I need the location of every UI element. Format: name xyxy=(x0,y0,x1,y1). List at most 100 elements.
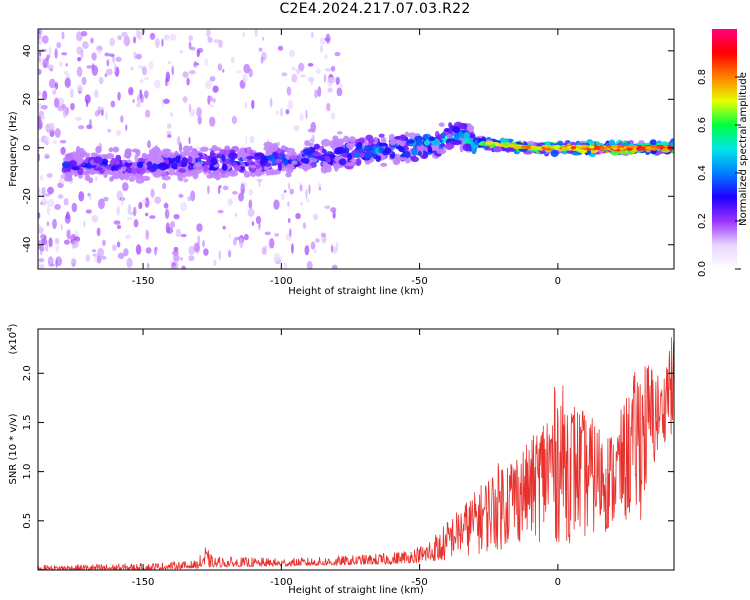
spectral-blob xyxy=(115,154,122,162)
spectral-blob xyxy=(78,191,85,202)
spectral-blob xyxy=(182,71,189,78)
spectral-blob xyxy=(269,98,273,108)
spectral-blob xyxy=(224,145,231,151)
y-tick-label: 40 xyxy=(22,44,33,57)
spectral-blob xyxy=(38,115,42,123)
spectral-blob xyxy=(389,138,397,146)
spectral-blob xyxy=(138,202,143,210)
spectral-blob xyxy=(304,140,311,147)
spectral-blob xyxy=(238,192,244,202)
spectral-blob xyxy=(108,147,114,153)
spectral-blob xyxy=(238,237,244,249)
spectral-blob xyxy=(211,144,218,152)
spectral-blob xyxy=(109,37,115,47)
spectral-blob xyxy=(135,244,142,255)
spectral-blob xyxy=(144,76,149,81)
spectral-blob xyxy=(209,75,216,82)
spectral-blob xyxy=(428,136,436,141)
spectral-blob xyxy=(235,165,241,171)
spectral-blob xyxy=(43,135,50,144)
y-tick-label: 1.5 xyxy=(22,414,33,430)
spectral-blob xyxy=(121,166,127,172)
spectral-blob xyxy=(116,207,119,214)
spectral-blob xyxy=(203,164,208,172)
spectral-blob xyxy=(98,76,104,85)
spectral-blob xyxy=(463,131,471,140)
spectral-blob xyxy=(59,140,67,144)
spectral-blob xyxy=(193,242,200,253)
spectral-blob xyxy=(438,122,445,127)
spectral-blob xyxy=(55,243,60,253)
spectral-blob xyxy=(307,128,313,133)
spectral-blob xyxy=(144,109,151,118)
spectral-blob xyxy=(41,115,45,121)
spectral-blob xyxy=(299,112,304,122)
spectral-blob xyxy=(321,148,327,154)
spectral-blob xyxy=(112,170,117,178)
spectrogram-marks xyxy=(38,29,674,269)
spectral-blob xyxy=(523,150,533,155)
spectral-blob xyxy=(53,97,60,108)
spectral-blob xyxy=(105,111,108,121)
spectral-blob xyxy=(136,29,140,39)
spectral-blob xyxy=(167,61,172,65)
spectral-blob xyxy=(264,165,270,171)
spectral-blob xyxy=(335,76,340,86)
spectral-ridge-blob xyxy=(531,146,538,150)
spectrogram-y-ticks: -40 -20 0 20 40 xyxy=(22,44,674,253)
spectral-blob xyxy=(317,86,322,98)
spectral-blob xyxy=(401,156,408,161)
spectral-ridge-blob xyxy=(545,147,552,151)
spectral-blob xyxy=(172,250,179,256)
spectral-blob xyxy=(399,134,407,141)
spectral-blob xyxy=(109,53,115,57)
spectral-blob xyxy=(154,247,157,256)
spectral-blob xyxy=(320,44,323,53)
spectral-blob xyxy=(207,36,213,43)
x-tick-label: 0 xyxy=(555,276,561,287)
spectral-blob xyxy=(105,153,115,160)
spectral-ridge-blob xyxy=(580,144,589,149)
spectral-blob xyxy=(188,136,191,145)
spectral-ridge-blob xyxy=(605,145,612,149)
spectral-blob xyxy=(217,210,224,214)
spectral-blob xyxy=(102,239,106,247)
spectral-blob xyxy=(336,131,343,135)
spectral-blob xyxy=(280,192,285,201)
spectral-blob xyxy=(378,133,385,138)
spectral-ridge-blob xyxy=(650,147,658,151)
spectral-blob xyxy=(132,206,137,217)
spectral-blob xyxy=(74,152,81,160)
spectral-blob xyxy=(324,37,330,42)
spectral-blob xyxy=(38,187,41,198)
spectral-blob xyxy=(77,125,85,130)
spectral-blob xyxy=(136,149,141,157)
spectral-blob xyxy=(47,122,55,132)
spectral-blob xyxy=(106,59,110,67)
spectral-blob xyxy=(247,208,255,217)
spectral-blob xyxy=(136,166,144,171)
spectral-blob xyxy=(102,196,109,202)
spectral-blob xyxy=(317,182,322,189)
spectral-ridge-blob xyxy=(638,147,647,151)
spectral-blob xyxy=(170,112,173,118)
spectral-blob xyxy=(196,49,200,58)
spectral-blob xyxy=(38,68,42,76)
spectral-blob xyxy=(251,99,255,110)
spectral-blob xyxy=(295,68,301,75)
spectral-blob xyxy=(130,66,134,71)
spectral-blob xyxy=(311,31,314,38)
spectral-blob xyxy=(242,73,248,84)
spectral-blob xyxy=(147,262,150,269)
spectral-blob xyxy=(133,51,137,60)
spectral-blob xyxy=(202,239,205,248)
colorbar-tick-label: 0.8 xyxy=(697,69,708,85)
spectral-blob xyxy=(141,175,151,181)
spectral-blob xyxy=(158,162,169,171)
colorbar-tick-label: 0.0 xyxy=(697,261,708,277)
spectral-blob xyxy=(135,53,142,60)
spectral-blob xyxy=(66,229,71,240)
spectral-blob xyxy=(70,88,74,99)
spectral-blob xyxy=(243,171,251,178)
spectral-blob xyxy=(173,254,180,262)
